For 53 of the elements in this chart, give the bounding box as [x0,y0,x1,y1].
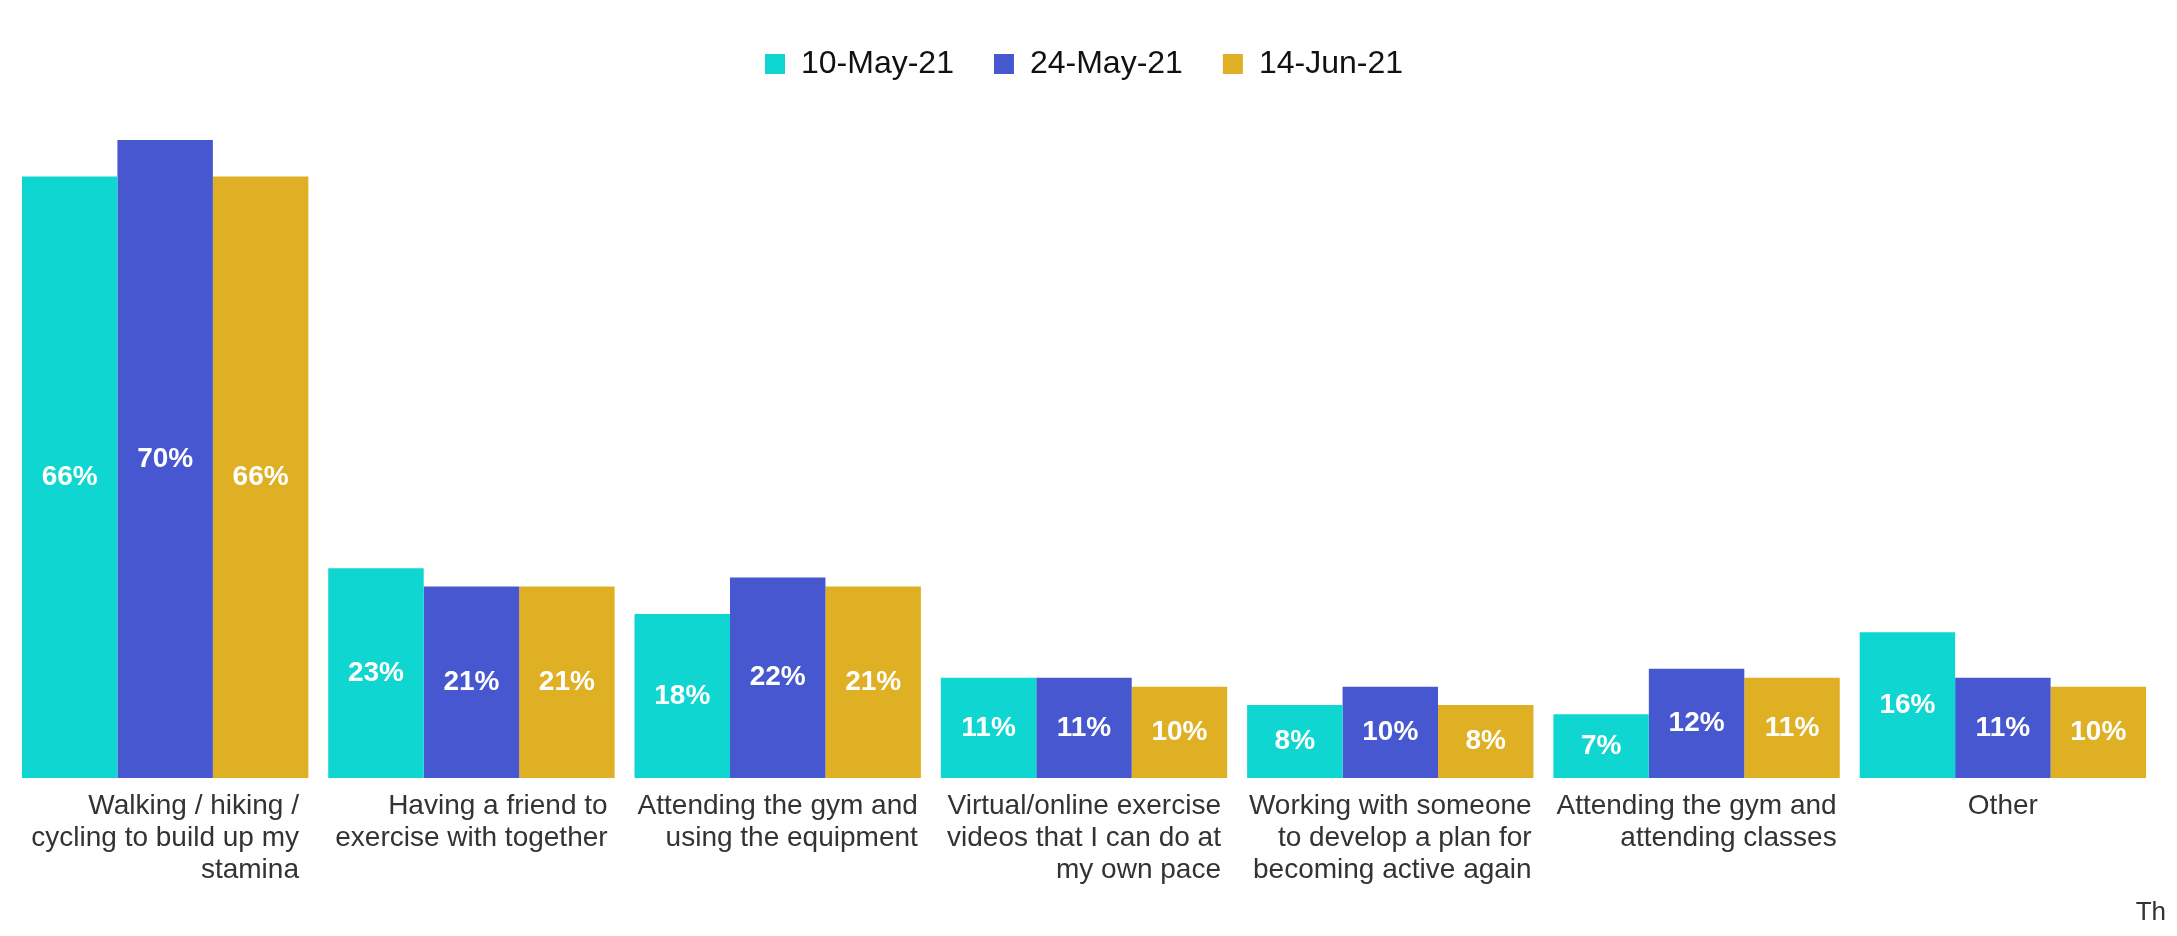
bar [1744,677,1840,778]
data-label: 21% [845,665,902,697]
x-tick-label: Other [1967,788,2038,820]
data-label: 21% [443,665,500,697]
bar [1342,686,1439,778]
data-label: 23% [347,655,405,687]
bar [1247,705,1343,778]
bar [423,586,520,778]
data-label: 10% [1362,715,1419,747]
data-label: 7% [1580,728,1622,760]
bar [1036,677,1132,778]
data-label: 70% [137,441,194,473]
legend-label: 14-Jun-21 [1258,43,1403,80]
bar [21,176,118,778]
bar [328,568,424,778]
data-label: 10% [2070,715,2127,747]
data-label: 22% [749,660,806,692]
x-tick-label: Having a friend to exercise with together [335,788,608,852]
x-tick-label: Working with someone to develop a plan for becoming active again [1248,788,1532,884]
text: Th [2135,896,2166,927]
data-label: 11% [1764,710,1820,742]
legend-label: 24-May-21 [1029,43,1183,80]
bar [1859,632,1956,778]
x-tick-label: Attending the gym and attending classes [1556,788,1837,852]
data-label: 66% [41,459,98,491]
bar [212,176,309,778]
data-label: 8% [1465,724,1507,756]
data-label: 18% [654,678,711,710]
bar [940,677,1037,778]
bar [1553,714,1649,778]
bar [634,613,730,778]
x-tick-label: Virtual/online exercise videos that I can do at my own pace [947,788,1222,884]
data-label: 66% [232,459,289,491]
bar [1648,668,1745,778]
bar [1131,686,1228,778]
legend-label: 10-May-21 [801,43,954,80]
bar [1438,705,1534,778]
data-label: 16% [1879,687,1936,719]
data-label: 12% [1668,706,1725,738]
bar [825,586,921,778]
data-label: 8% [1274,724,1316,756]
data-label: 11% [1056,710,1112,742]
data-label: 11% [1975,710,2031,742]
data-label: 10% [1151,715,1208,747]
x-tick-label: Walking / hiking / cycling to build up my stamina [31,788,300,884]
bar [1955,677,2051,778]
bar [519,586,615,778]
x-tick-label: Attending the gym and using the equipment [637,788,919,852]
bar [117,140,213,778]
bar [729,577,826,778]
bar [2050,686,2147,778]
data-label: 21% [538,665,596,697]
data-label: 11% [961,710,1016,742]
